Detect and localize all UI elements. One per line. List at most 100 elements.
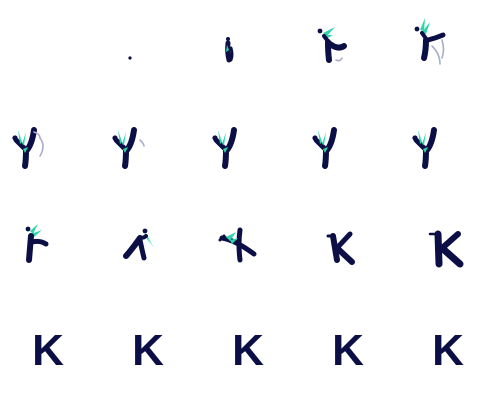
motion-swoosh xyxy=(33,131,41,139)
figure-leaf xyxy=(423,147,428,153)
figure-leaf xyxy=(318,130,322,144)
figure-trunk xyxy=(122,147,129,169)
frame-drawing xyxy=(312,127,337,169)
figure-leaf xyxy=(122,132,126,145)
animation-frame xyxy=(100,200,200,300)
figure-leg xyxy=(327,41,347,51)
figure-trunk xyxy=(26,233,34,263)
figure-head xyxy=(112,135,118,141)
motion-swoosh xyxy=(431,45,441,65)
figure-trunk xyxy=(322,147,329,169)
figure-leaf xyxy=(18,130,22,144)
animation-frame: K xyxy=(300,300,400,400)
animation-frame xyxy=(400,200,500,300)
figure-leaf xyxy=(323,147,328,153)
figure-leaf xyxy=(422,132,426,145)
frame-drawing xyxy=(412,127,437,169)
animation-frame xyxy=(200,0,300,100)
animation-frame: K xyxy=(200,300,300,400)
figure-right-arm xyxy=(24,127,37,153)
figure-head xyxy=(414,26,420,32)
frame-drawing xyxy=(112,127,145,169)
figure-hand xyxy=(218,234,226,242)
animation-frame: K xyxy=(0,300,100,400)
motion-swoosh xyxy=(441,39,445,59)
animation-frame xyxy=(300,0,400,100)
figure-leaf xyxy=(123,147,128,153)
frame-drawing: K xyxy=(232,326,264,375)
figure-leg xyxy=(425,32,446,43)
figure-leaf xyxy=(218,130,222,144)
frame-drawing: K xyxy=(332,326,364,375)
animation-frame xyxy=(300,200,400,300)
figure-leaf xyxy=(223,147,228,153)
figure-leaf xyxy=(222,132,226,145)
animation-frame xyxy=(400,100,500,200)
figure-leaf xyxy=(30,224,38,234)
k-leg xyxy=(438,244,464,268)
figure-arm xyxy=(138,234,148,240)
animation-frame: K xyxy=(400,300,500,400)
figure-right-arm xyxy=(424,127,437,153)
animation-frame xyxy=(400,0,500,100)
figure-leaf xyxy=(420,18,425,31)
k-arm xyxy=(334,231,353,251)
figure-leaf xyxy=(22,132,26,145)
frame-drawing: K xyxy=(432,326,464,375)
figure-leaf xyxy=(422,22,430,34)
frame-drawing xyxy=(225,37,234,63)
animation-frame xyxy=(100,100,200,200)
animation-frame: K xyxy=(100,300,200,400)
figure-leaf xyxy=(118,130,122,144)
frame-drawing xyxy=(212,127,237,169)
motion-swoosh xyxy=(39,137,44,157)
frame-drawing xyxy=(317,27,347,63)
figure-right-arm xyxy=(124,127,137,153)
figure-trunk xyxy=(421,37,429,61)
figure-leaf xyxy=(418,130,422,144)
final-k-letter: K xyxy=(232,326,264,375)
seed-dot xyxy=(128,56,132,60)
figure-head xyxy=(412,135,418,141)
animation-frame xyxy=(200,200,300,300)
animation-frame xyxy=(300,100,400,200)
frame-drawing xyxy=(0,0,100,100)
motion-swoosh xyxy=(335,57,343,62)
figure-head xyxy=(226,37,230,41)
frame-drawing xyxy=(326,231,355,265)
figure-diagonal xyxy=(219,235,257,257)
frame-drawing: K xyxy=(132,326,164,375)
animation-frame xyxy=(200,100,300,200)
figure-trunk xyxy=(222,147,229,169)
figure-right-arm xyxy=(324,127,337,153)
figure-head xyxy=(12,135,18,141)
figure-leaf xyxy=(323,27,335,36)
figure-leaf xyxy=(23,147,28,153)
figure-trunk xyxy=(22,147,29,169)
figure-leaf xyxy=(322,132,326,145)
figure-head xyxy=(317,28,323,34)
frame-drawing xyxy=(414,18,446,65)
figure-leaf xyxy=(146,236,154,248)
frame-drawing xyxy=(123,228,154,261)
figure-leg xyxy=(229,46,234,62)
final-k-letter: K xyxy=(332,326,364,375)
final-k-letter: K xyxy=(32,326,64,375)
animation-frame xyxy=(0,100,100,200)
frame-drawing xyxy=(25,224,49,263)
final-k-letter: K xyxy=(432,326,464,375)
figure-head xyxy=(212,135,218,141)
animation-frame xyxy=(0,200,100,300)
frame-drawing xyxy=(12,127,44,169)
figure-head xyxy=(312,135,318,141)
figure-leg xyxy=(137,237,147,261)
figure-leaf xyxy=(226,45,229,52)
frame-drawing: K xyxy=(32,326,64,375)
frame-drawing xyxy=(428,230,464,268)
frame-drawing xyxy=(218,227,257,263)
figure-trunk xyxy=(225,40,232,63)
animation-frame xyxy=(100,0,200,100)
k-leg xyxy=(334,245,355,265)
figure-head xyxy=(142,228,148,234)
